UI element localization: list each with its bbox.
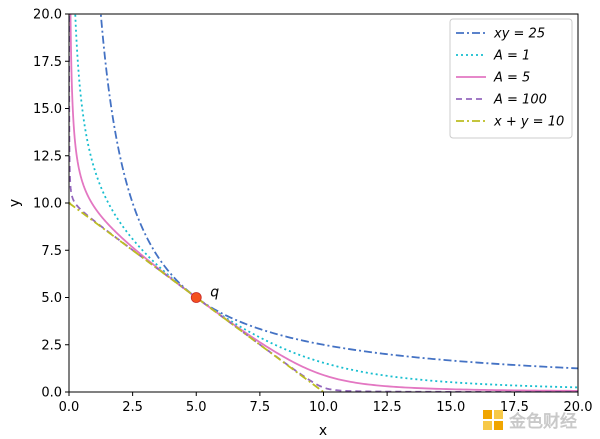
y-tick-label: 7.5: [41, 244, 62, 259]
legend-label-a-5: A = 5: [493, 71, 530, 86]
legend: xy = 25 A = 1 A = 5 A = 100 x + y = 10: [449, 18, 573, 139]
watermark-logo-icon: [483, 410, 503, 430]
y-tick-label: 20.0: [33, 8, 62, 23]
point-label-q: q: [210, 285, 219, 301]
y-axis-label: y: [7, 199, 23, 207]
tick-layer: 0.0 2.5 5.0 7.5 10.0 12.5 15.0 17.5 20.0 0.0 2.5 5.…: [33, 8, 592, 416]
series-layer: [69, 14, 578, 392]
x-tick-label: 15.0: [436, 400, 465, 415]
x-tick-label: 7.5: [250, 400, 271, 415]
x-tick-label: 17.5: [500, 400, 529, 415]
y-tick-label: 2.5: [41, 338, 62, 353]
legend-label-a-1: A = 1: [493, 49, 530, 64]
y-tick-label: 12.5: [33, 149, 62, 164]
point-q: [190, 292, 202, 303]
y-tick-label: 17.5: [33, 55, 62, 70]
x-tick-label: 10.0: [309, 400, 338, 415]
legend-box: [449, 18, 573, 139]
legend-label-a-100: A = 100: [493, 93, 547, 108]
watermark-text: 金色财经: [508, 411, 577, 432]
legend-label-x-y-10: x + y = 10: [493, 115, 564, 130]
x-tick-label: 20.0: [564, 400, 593, 415]
point-layer: q: [190, 285, 219, 303]
y-tick-label: 0.0: [41, 386, 62, 401]
legend-label-xy-25: xy = 25: [493, 27, 545, 42]
y-tick-label: 15.0: [33, 102, 62, 117]
series-line-x-y-10: [69, 202, 326, 392]
y-tick-label: 10.0: [33, 197, 62, 212]
series-line-a-100: [69, 14, 578, 392]
x-tick-label: 5.0: [186, 400, 207, 415]
x-tick-label: 0.0: [59, 400, 80, 415]
x-tick-label: 12.5: [373, 400, 402, 415]
x-axis-label: x: [319, 423, 327, 439]
x-tick-label: 2.5: [122, 400, 143, 415]
y-tick-label: 5.0: [41, 291, 62, 306]
watermark: 金色财经: [483, 410, 577, 432]
